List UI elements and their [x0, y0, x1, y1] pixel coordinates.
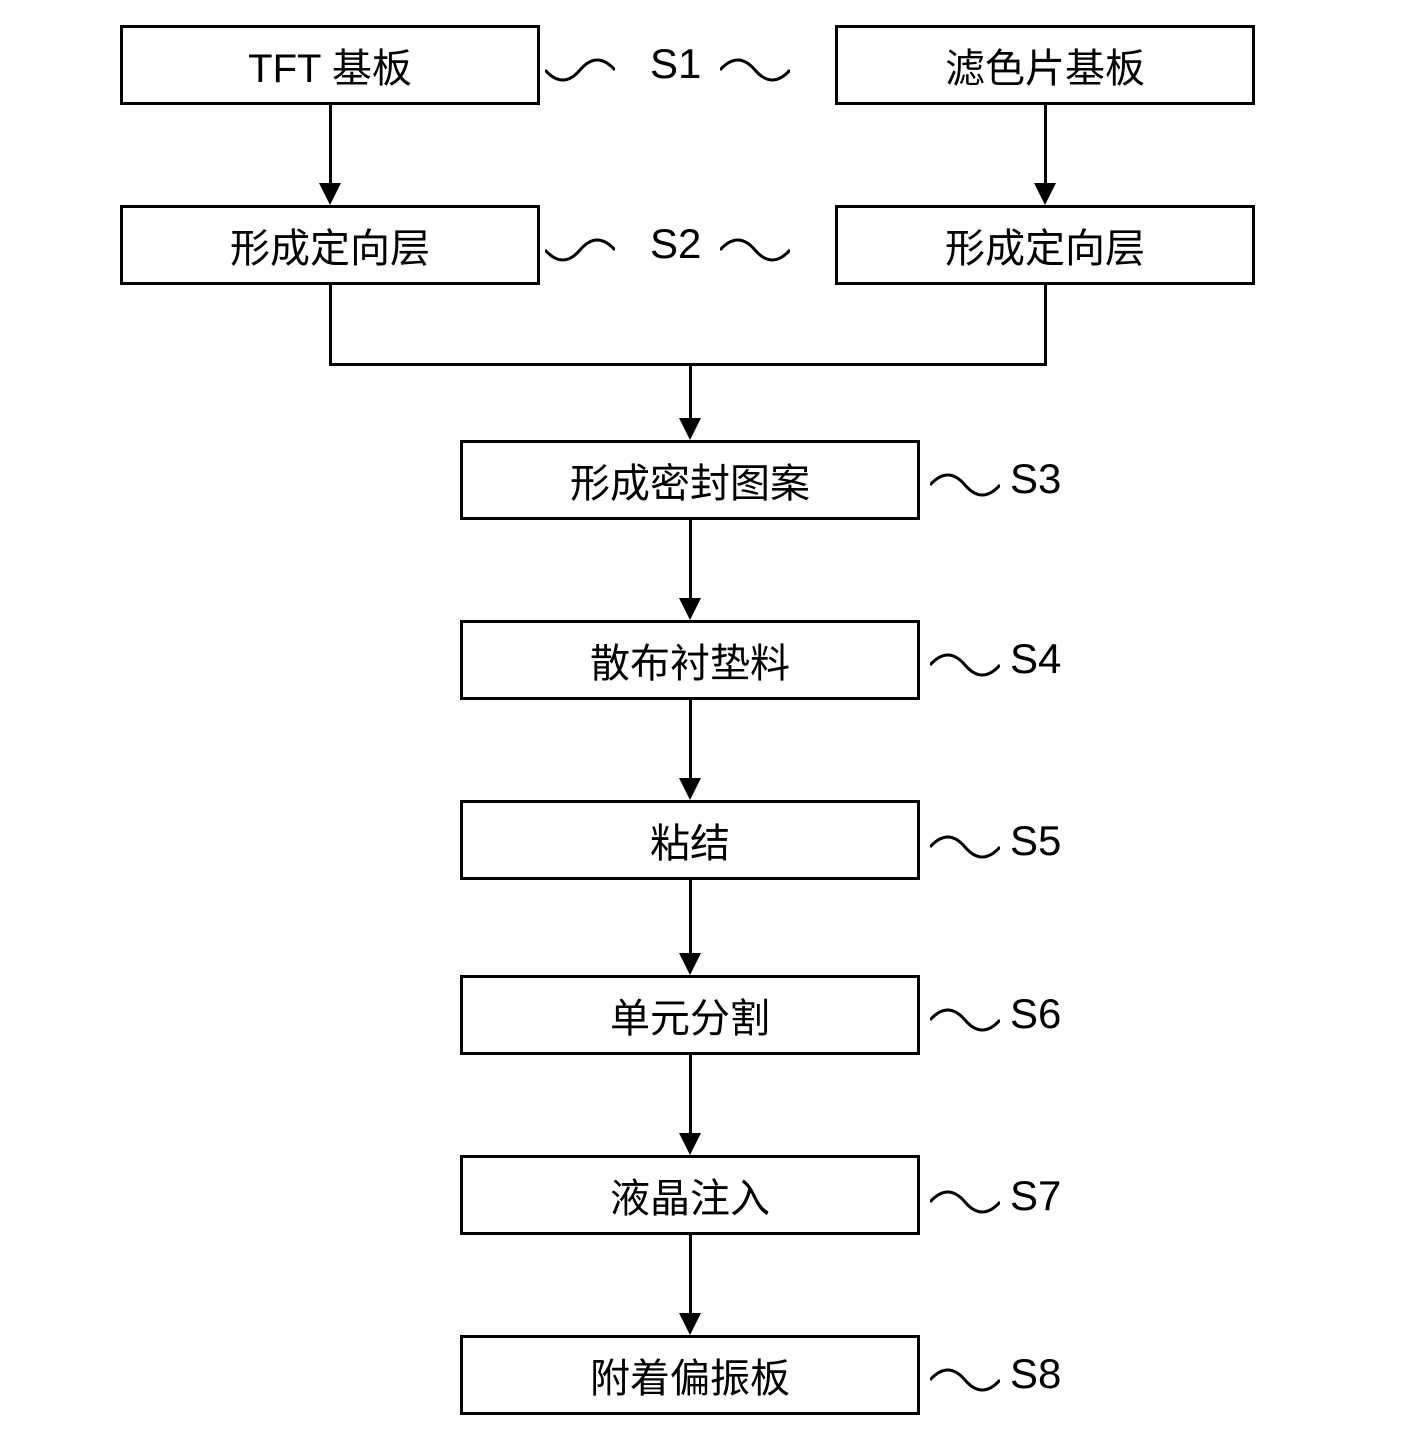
squiggle-icon: [720, 233, 790, 267]
squiggle-icon: [930, 830, 1000, 864]
node-label: 液晶注入: [610, 1166, 770, 1224]
arrow-line: [689, 365, 692, 418]
step-label-s6: S6: [1010, 990, 1061, 1038]
step-label-s1: S1: [650, 40, 701, 88]
step-label-s2: S2: [650, 220, 701, 268]
squiggle-icon: [545, 233, 615, 267]
squiggle-icon: [930, 1363, 1000, 1397]
node-label: 粘结: [650, 811, 730, 869]
step-label-s3: S3: [1010, 455, 1061, 503]
arrow-head-icon: [679, 778, 701, 800]
arrow-line: [1044, 105, 1047, 183]
node-label: 散布衬垫料: [590, 631, 790, 689]
arrow-head-icon: [1034, 183, 1056, 205]
node-color-filter-substrate: 滤色片基板: [835, 25, 1255, 105]
merge-line: [1044, 285, 1047, 365]
arrow-head-icon: [319, 183, 341, 205]
arrow-head-icon: [679, 598, 701, 620]
step-label-s7: S7: [1010, 1172, 1061, 1220]
merge-line: [329, 285, 332, 365]
squiggle-icon: [930, 1185, 1000, 1219]
arrow-head-icon: [679, 953, 701, 975]
node-label: TFT 基板: [248, 36, 412, 94]
arrow-head-icon: [679, 1133, 701, 1155]
step-label-s5: S5: [1010, 817, 1061, 865]
node-label: 形成定向层: [230, 216, 430, 274]
arrow-line: [689, 1235, 692, 1313]
squiggle-icon: [930, 648, 1000, 682]
node-spacer: 散布衬垫料: [460, 620, 920, 700]
node-label: 形成密封图案: [570, 451, 810, 509]
node-alignment-right: 形成定向层: [835, 205, 1255, 285]
squiggle-icon: [930, 468, 1000, 502]
squiggle-icon: [720, 53, 790, 87]
arrow-line: [689, 520, 692, 598]
node-alignment-left: 形成定向层: [120, 205, 540, 285]
node-label: 单元分割: [610, 986, 770, 1044]
arrow-line: [689, 1055, 692, 1133]
node-label: 滤色片基板: [945, 36, 1145, 94]
squiggle-icon: [545, 53, 615, 87]
node-polarizer: 附着偏振板: [460, 1335, 920, 1415]
node-lc-inject: 液晶注入: [460, 1155, 920, 1235]
arrow-line: [329, 105, 332, 183]
node-seal-pattern: 形成密封图案: [460, 440, 920, 520]
node-cell-cut: 单元分割: [460, 975, 920, 1055]
node-tft-substrate: TFT 基板: [120, 25, 540, 105]
squiggle-icon: [930, 1003, 1000, 1037]
step-label-s4: S4: [1010, 635, 1061, 683]
arrow-head-icon: [679, 1313, 701, 1335]
node-label: 附着偏振板: [590, 1346, 790, 1404]
arrow-line: [689, 700, 692, 778]
step-label-s8: S8: [1010, 1350, 1061, 1398]
flowchart-canvas: TFT 基板 滤色片基板 形成定向层 形成定向层 形成密封图案 散布衬垫料 粘结…: [0, 0, 1419, 1441]
node-bond: 粘结: [460, 800, 920, 880]
merge-line: [329, 363, 1047, 366]
node-label: 形成定向层: [945, 216, 1145, 274]
arrow-head-icon: [679, 418, 701, 440]
arrow-line: [689, 880, 692, 953]
